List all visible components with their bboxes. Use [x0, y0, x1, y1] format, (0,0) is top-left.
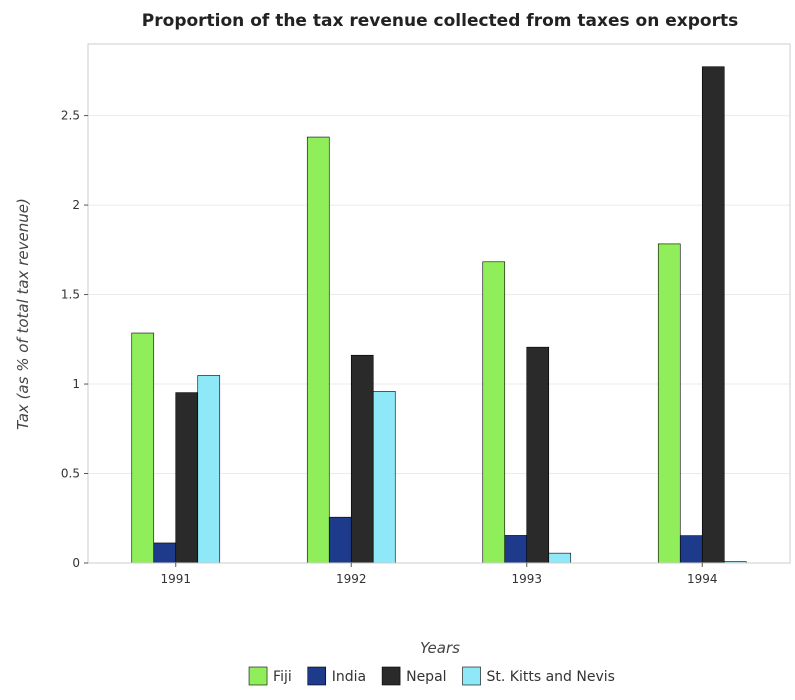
legend-label-st-kitts-and-nevis: St. Kitts and Nevis — [487, 669, 615, 685]
x-tick-label: 1993 — [511, 572, 542, 586]
bar-nepal-1992 — [350, 354, 374, 564]
y-tick-label: 2 — [72, 198, 80, 212]
bar-fiji-1992 — [306, 136, 330, 564]
bar-india-1994 — [679, 535, 703, 564]
y-tick-label: 0 — [72, 556, 80, 570]
bars-layer — [131, 66, 747, 564]
y-tick-label: 2.5 — [61, 109, 80, 123]
legend-swatch-fiji — [248, 666, 268, 686]
legend-swatch-nepal — [381, 666, 401, 686]
bar-nepal-1991 — [175, 392, 199, 564]
x-tick-label: 1991 — [160, 572, 191, 586]
y-tick-label: 1.5 — [61, 288, 80, 302]
x-axis-ticks: 1991 1992 1993 1994 — [160, 563, 718, 586]
legend: Fiji India Nepal St. Kitts and Nevis — [248, 666, 615, 686]
y-tick-label: 0.5 — [61, 467, 80, 481]
bar-fiji-1994 — [657, 243, 681, 564]
legend-label-nepal: Nepal — [406, 669, 446, 685]
bar-india-1992 — [328, 516, 352, 564]
bar-india-1991 — [153, 542, 177, 564]
legend-label-fiji: Fiji — [273, 669, 292, 685]
legend-swatch-st-kitts-and-nevis — [462, 666, 481, 686]
bar-st-kitts-and-nevis-1992 — [372, 391, 396, 564]
x-axis-label: Years — [420, 639, 460, 657]
bar-st-kitts-and-nevis-1991 — [197, 375, 221, 564]
legend-swatch-india — [307, 666, 327, 686]
x-tick-label: 1992 — [336, 572, 367, 586]
y-tick-label: 1 — [72, 377, 80, 391]
y-axis-label: Tax (as % of total tax revenue) — [14, 198, 32, 430]
bar-st-kitts-and-nevis-1993 — [548, 552, 572, 564]
bar-nepal-1994 — [701, 66, 725, 564]
legend-label-india: India — [332, 669, 366, 685]
y-axis-ticks: 0 0.5 1 1.5 2 2.5 — [61, 109, 88, 570]
x-tick-label: 1994 — [687, 572, 718, 586]
plot-frame — [87, 43, 791, 564]
bar-nepal-1993 — [526, 346, 550, 564]
bar-india-1993 — [504, 535, 528, 564]
chart-title: Proportion of the tax revenue collected … — [142, 11, 738, 31]
bar-fiji-1993 — [482, 261, 506, 564]
bar-fiji-1991 — [131, 332, 155, 564]
